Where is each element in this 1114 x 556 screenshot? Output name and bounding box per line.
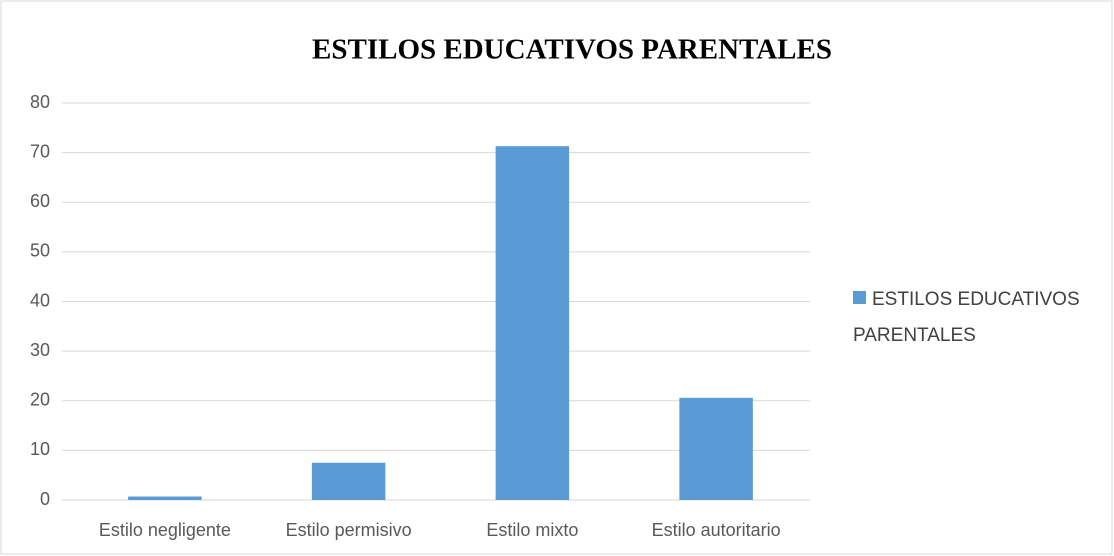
y-tick-label: 30 bbox=[30, 340, 50, 360]
y-tick-label: 20 bbox=[30, 390, 50, 410]
bar bbox=[311, 462, 386, 500]
legend-swatch bbox=[853, 291, 866, 304]
legend: ESTILOS EDUCATIVOS PARENTALES bbox=[853, 282, 1103, 354]
chart-title: ESTILOS EDUCATIVOS PARENTALES bbox=[312, 34, 832, 66]
y-tick-label: 60 bbox=[30, 191, 50, 211]
legend-label: ESTILOS EDUCATIVOS PARENTALES bbox=[853, 289, 1080, 346]
y-tick-label: 0 bbox=[40, 489, 50, 509]
y-tick-label: 70 bbox=[30, 141, 50, 161]
bar bbox=[128, 496, 202, 500]
y-tick-label: 40 bbox=[30, 290, 50, 310]
x-tick-label: Estilo permisivo bbox=[286, 520, 412, 540]
y-tick-label: 80 bbox=[30, 92, 50, 112]
bar bbox=[679, 397, 753, 500]
y-tick-label: 50 bbox=[30, 241, 50, 261]
y-tick-label: 10 bbox=[30, 439, 50, 459]
x-tick-label: Estilo negligente bbox=[99, 520, 231, 540]
bar bbox=[495, 146, 570, 500]
x-tick-label: Estilo mixto bbox=[486, 520, 578, 540]
x-tick-label: Estilo autoritario bbox=[652, 520, 781, 540]
